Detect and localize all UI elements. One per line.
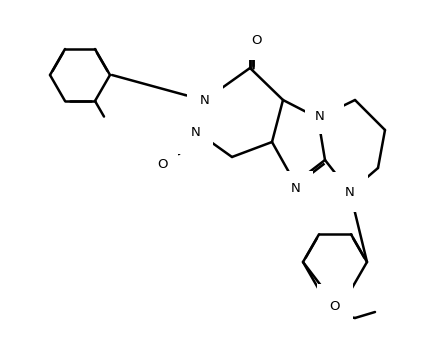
Text: O: O [151, 158, 161, 172]
Text: O: O [157, 158, 167, 172]
Text: O: O [330, 298, 340, 310]
Text: N: N [200, 93, 210, 107]
Text: O: O [251, 34, 261, 46]
Text: N: N [345, 185, 355, 199]
Text: N: N [200, 93, 210, 107]
Text: N: N [321, 108, 331, 120]
Text: N: N [315, 110, 325, 124]
Text: O: O [330, 300, 340, 312]
Text: N: N [291, 182, 301, 194]
Text: O: O [256, 34, 267, 46]
Text: N: N [345, 185, 355, 199]
Text: N: N [190, 127, 200, 140]
Text: N: N [290, 184, 300, 198]
Text: N: N [191, 127, 201, 139]
